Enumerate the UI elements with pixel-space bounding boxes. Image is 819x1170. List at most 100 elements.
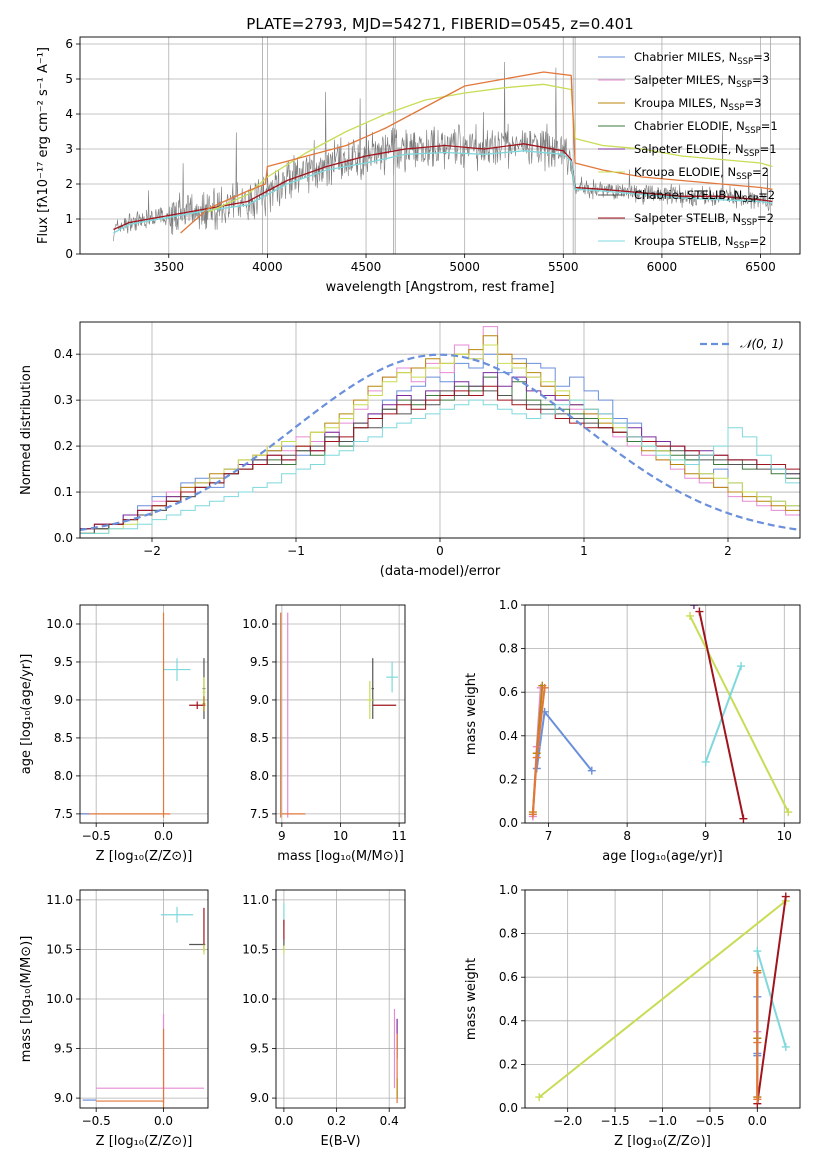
spectrum-legend: Chabrier MILES, NSSP=3 Salpeter MILES, NS… xyxy=(598,50,778,251)
y-axis-label: mass weight xyxy=(464,673,479,755)
y-tick-label: 8.0 xyxy=(54,769,73,783)
legend-subscript: SSP xyxy=(742,195,758,205)
age-vs-Z-frame xyxy=(79,604,209,824)
y-tick-label: 0.4 xyxy=(499,729,518,743)
x-tick-label: 11 xyxy=(391,829,406,843)
x-axis-label: Z [log₁₀(Z/Z⊙)] xyxy=(614,1134,711,1149)
y-tick-label: 8.5 xyxy=(54,731,73,745)
y-tick-label: 0.2 xyxy=(54,439,73,453)
x-tick-label: −2 xyxy=(143,544,161,558)
age-vs-mass-frame xyxy=(275,604,406,824)
legend-subscript: SSP xyxy=(745,126,761,136)
mass-vs-ebv-frame xyxy=(275,889,406,1109)
y-tick-label: 0.3 xyxy=(54,393,73,407)
legend-subscript: SSP xyxy=(741,218,757,228)
y-tick-label: 10.5 xyxy=(46,942,73,956)
spectrum-model-line xyxy=(113,150,773,234)
mass-weight-vs-metallicity-panel: −2.0 −1.5 −1.0 −0.5 0.0 0.0 0.2 0.4 0.6 0.8 1.0 Z [… xyxy=(464,883,801,1149)
age-vs-metallicity-panel: −0.5 0.0 7.5 8.0 8.5 9.0 9.5 10.0 Z [log₁₀(Z/Z⊙)… xyxy=(19,604,209,864)
legend-label: 𝒩(0, 1) xyxy=(740,337,784,351)
legend-label: Kroupa MILES, NSSP=3 xyxy=(634,96,761,113)
x-tick-label: 1 xyxy=(580,544,588,558)
residual-histogram-panel: −2 −1 0 1 2 0.0 0.1 0.2 0.3 0.4 (data-model)/error… xyxy=(19,321,801,579)
mass-weight-line xyxy=(689,615,790,813)
mass-weight-marker xyxy=(737,662,746,671)
y-tick-label: 0.6 xyxy=(499,970,518,984)
y-tick-label: 7.5 xyxy=(250,807,269,821)
spectrum-frame xyxy=(79,36,801,255)
mass-weight-line xyxy=(538,900,787,1098)
y-axis-label: Normed distribution xyxy=(19,365,34,495)
mass-weight-marker xyxy=(701,757,710,766)
mass-weight-line xyxy=(704,665,743,763)
x-tick-label: 4500 xyxy=(351,260,382,274)
x-tick-label: 0.0 xyxy=(274,1114,293,1128)
mass-weight-marker xyxy=(753,1038,762,1047)
y-tick-label: 11.0 xyxy=(46,893,73,907)
legend-suffix: =3 xyxy=(744,96,761,110)
x-tick-label: 10 xyxy=(777,829,792,843)
y-tick-label: 0.8 xyxy=(499,642,518,656)
y-tick-label: 0.0 xyxy=(499,1101,518,1115)
mass-weight-marker xyxy=(695,607,704,616)
y-tick-label: 0.4 xyxy=(54,347,73,361)
legend-label: Salpeter ELODIE, NSSP=1 xyxy=(634,142,777,159)
legend-label: Salpeter MILES, NSSP=3 xyxy=(634,73,769,90)
y-tick-label: 10.5 xyxy=(242,942,269,956)
x-tick-label: 0.0 xyxy=(154,1114,173,1128)
spectrum-plot-area xyxy=(113,37,773,254)
y-tick-label: 0.0 xyxy=(499,816,518,830)
x-tick-label: −1.0 xyxy=(648,1114,677,1128)
y-tick-label: 3 xyxy=(65,142,73,156)
mass-weight-marker xyxy=(587,766,596,775)
y-tick-label: 0.2 xyxy=(499,772,518,786)
x-tick-label: 8 xyxy=(623,829,631,843)
legend-suffix: =2 xyxy=(758,188,775,202)
y-tick-label: 9.5 xyxy=(250,655,269,669)
mass-weight-marker xyxy=(753,1095,762,1104)
y-tick-label: 10.0 xyxy=(46,992,73,1006)
mass-weight-marker xyxy=(781,1042,790,1051)
mass-weight-vs-age-panel: 7 8 9 10 0.0 0.2 0.4 0.6 0.8 1.0 age [log₁₀(age/yr… xyxy=(464,598,801,864)
x-tick-label: −1 xyxy=(287,544,305,558)
y-tick-label: 0.4 xyxy=(499,1014,518,1028)
legend-suffix: =2 xyxy=(749,234,766,248)
x-tick-label: 2 xyxy=(724,544,732,558)
mass-vs-ebv-panel: 0.0 0.2 0.4 9.0 9.5 10.0 10.5 11.0 E(B-V) xyxy=(242,889,406,1149)
y-tick-label: 0.2 xyxy=(499,1057,518,1071)
x-tick-label: 0.0 xyxy=(748,1114,767,1128)
y-tick-label: 10.0 xyxy=(242,992,269,1006)
x-tick-label: 3500 xyxy=(153,260,184,274)
x-axis-label: Z [log₁₀(Z/Z⊙)] xyxy=(96,849,193,864)
spectrum-model-line xyxy=(113,143,773,231)
y-tick-label: 9.0 xyxy=(250,693,269,707)
spectrum-panel: 3500 4000 4500 5000 5500 6000 6500 0 1 2 3 4 5 6 wavel… xyxy=(36,36,801,295)
x-axis-label: Z [log₁₀(Z/Z⊙)] xyxy=(96,1134,193,1149)
y-tick-label: 0.8 xyxy=(499,927,518,941)
mass-weight-marker xyxy=(781,892,790,901)
legend-subscript: SSP xyxy=(736,80,752,90)
mass-vs-Z-frame xyxy=(79,889,209,1109)
y-tick-label: 9.0 xyxy=(54,693,73,707)
x-axis-label: E(B-V) xyxy=(320,1134,360,1149)
spectrum-model-line xyxy=(180,71,773,234)
legend-suffix: =1 xyxy=(761,119,778,133)
mass-weight-marker xyxy=(739,814,748,823)
x-tick-label: −1.5 xyxy=(601,1114,630,1128)
x-tick-label: −2.0 xyxy=(553,1114,582,1128)
y-tick-label: 4 xyxy=(65,107,73,121)
x-tick-label: 0.2 xyxy=(327,1114,346,1128)
y-tick-label: 5 xyxy=(65,72,73,86)
legend-suffix: =3 xyxy=(752,73,769,87)
x-tick-label: 4000 xyxy=(252,260,283,274)
mass-weight-marker xyxy=(689,605,698,609)
legend-suffix: =1 xyxy=(760,142,777,156)
x-tick-label: 0.0 xyxy=(154,829,173,843)
figure-title: PLATE=2793, MJD=54271, FIBERID=0545, z=0… xyxy=(246,15,633,33)
y-tick-label: 1.0 xyxy=(499,598,518,612)
y-axis-label: age [log₁₀(age/yr)] xyxy=(19,654,34,775)
y-tick-label: 0.1 xyxy=(54,485,73,499)
x-tick-label: 6500 xyxy=(745,260,776,274)
y-tick-label: 0.0 xyxy=(54,531,73,545)
x-tick-label: 6000 xyxy=(647,260,678,274)
